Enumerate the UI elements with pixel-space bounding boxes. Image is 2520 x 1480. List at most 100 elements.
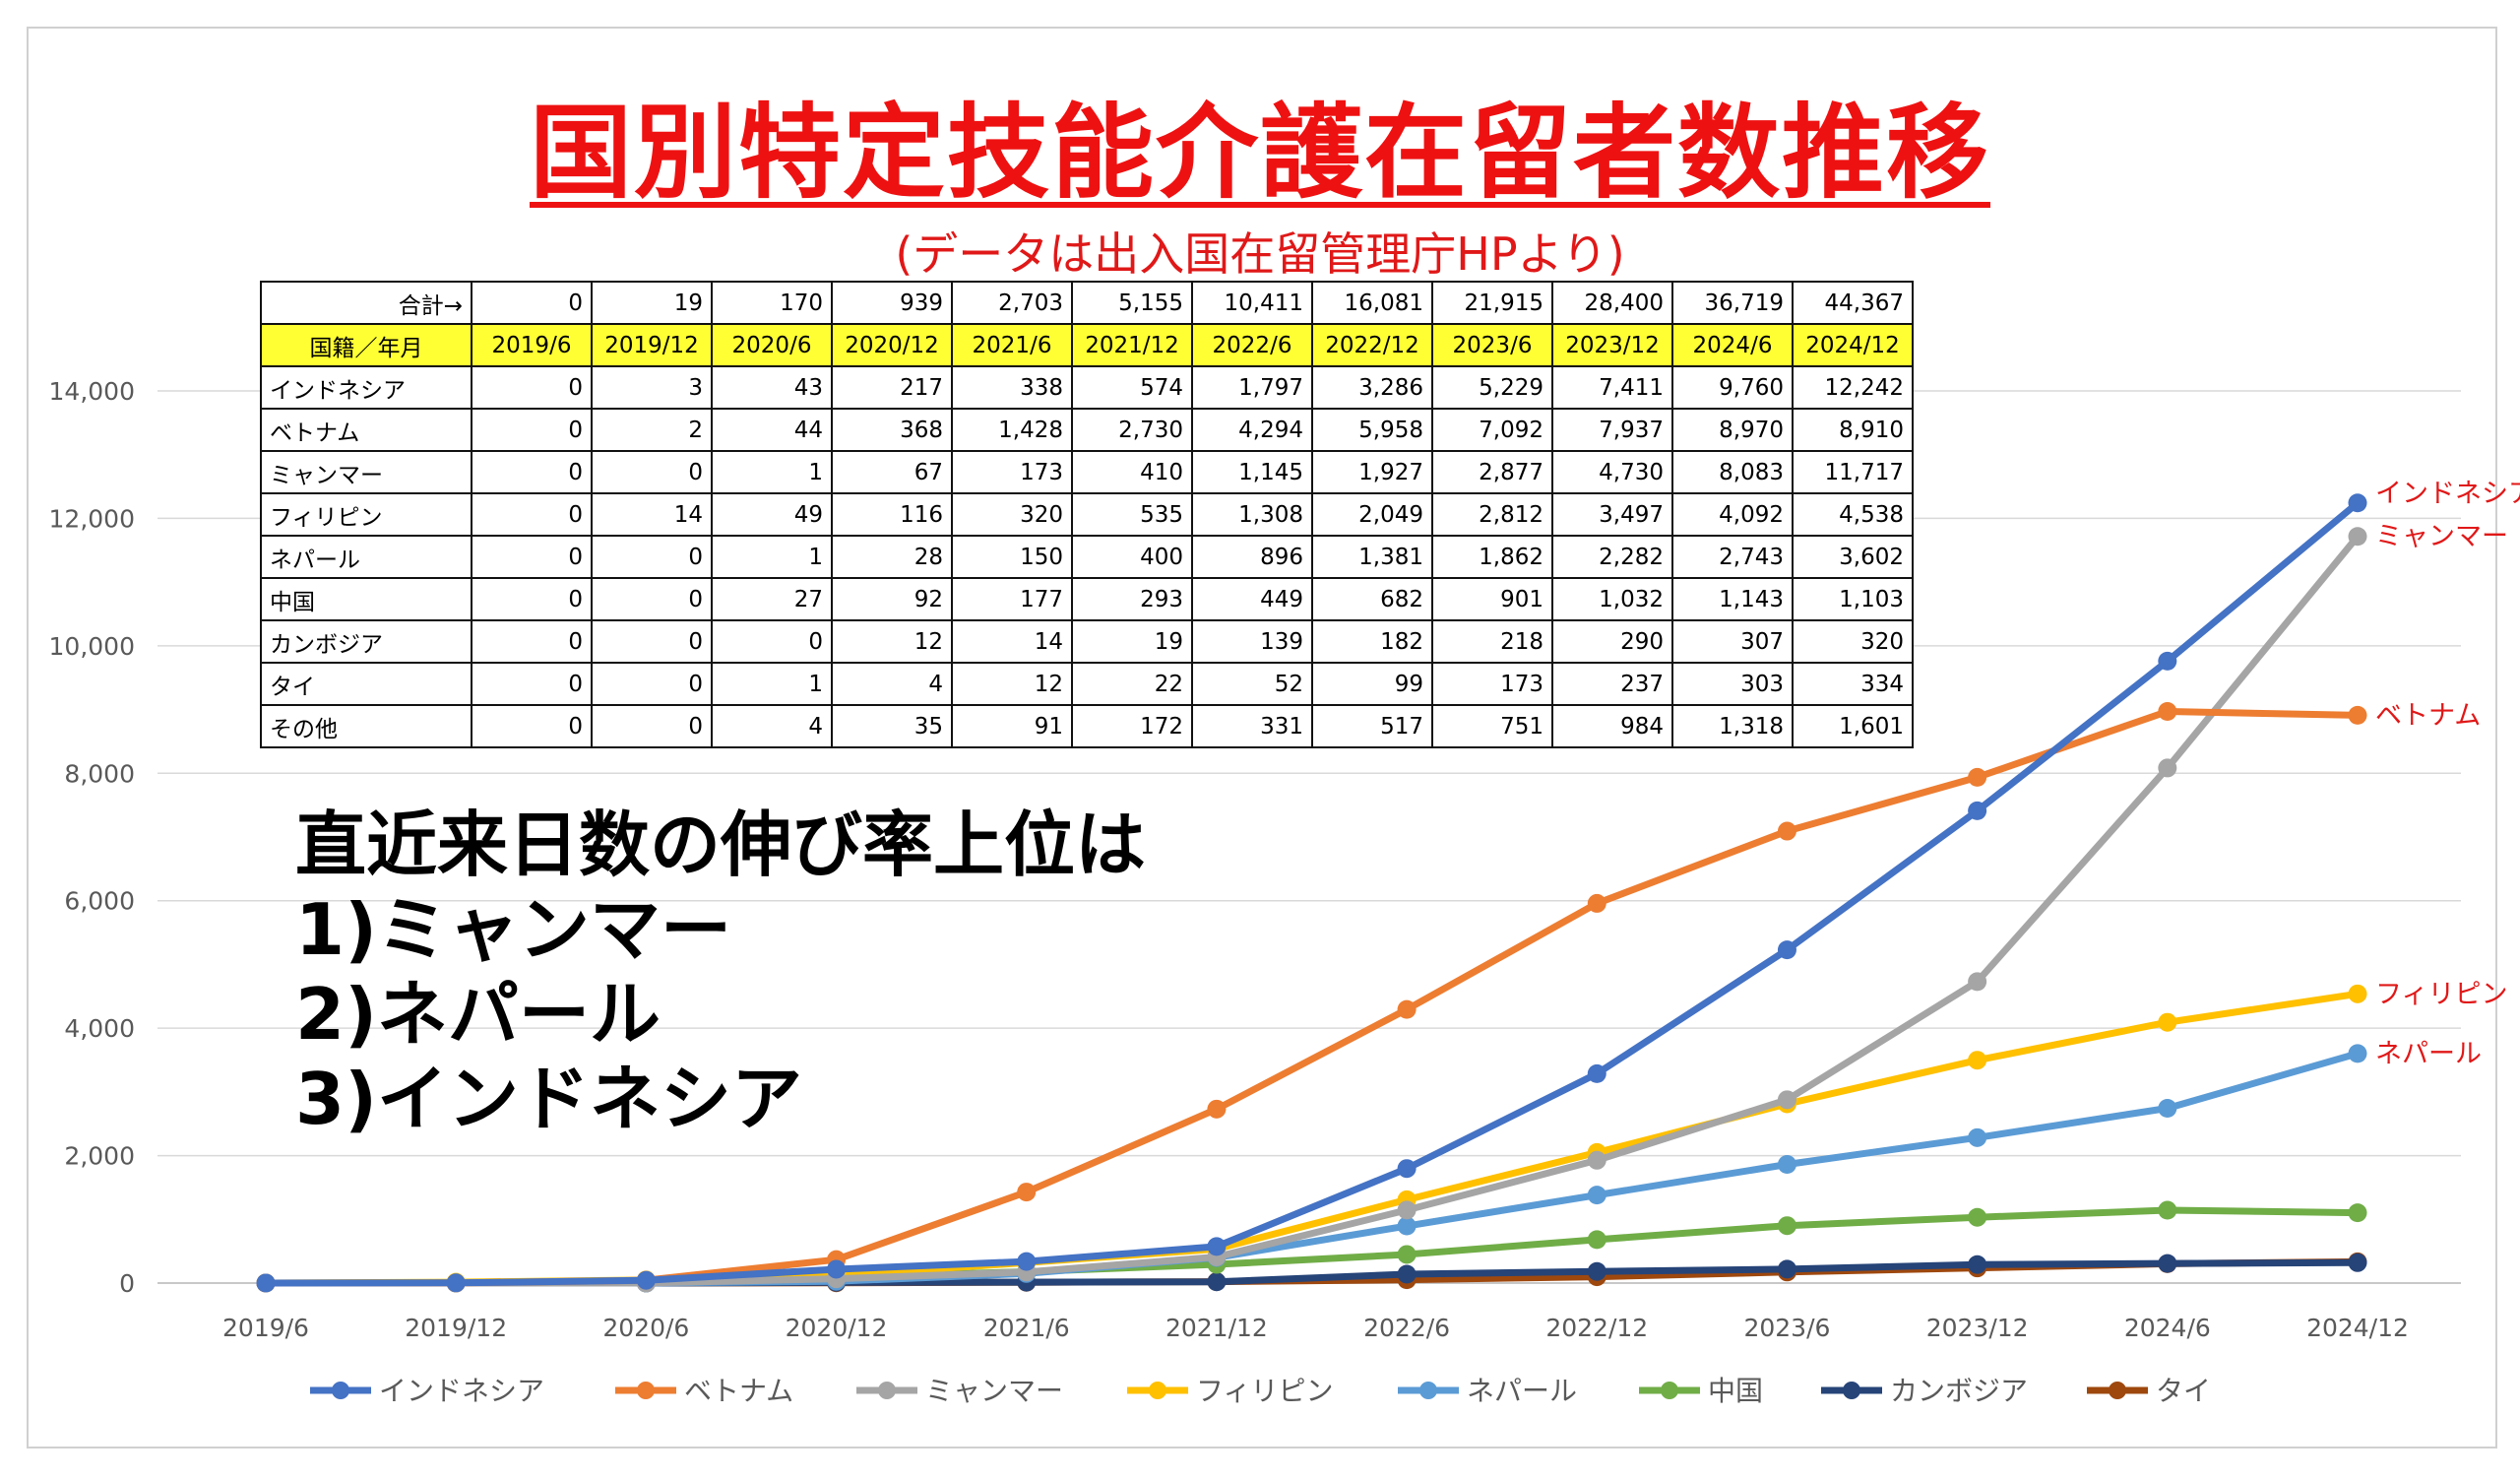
table-cell: 0 (591, 619, 713, 664)
table-cell: 3 (591, 365, 713, 410)
table-cell: 9,760 (1671, 365, 1794, 410)
x-axis-tick-labels: 2019/6 2019/12 2020/6 2020/12 2021/6 2021/12 2… (222, 1314, 2409, 1342)
table-cell: 1,103 (1792, 577, 1914, 621)
x-tick-label: 2019/6 (222, 1314, 309, 1342)
table-cell: 1,927 (1311, 450, 1433, 494)
table-total-cell: 10,411 (1191, 281, 1313, 325)
data-point (1207, 1237, 1227, 1256)
table-country-name: ミャンマー (260, 450, 472, 494)
table-total-cell: 44,367 (1792, 281, 1914, 325)
data-point (1968, 1051, 1987, 1070)
table-country-name: カンボジア (260, 619, 472, 664)
table-header-row: 国籍／年月 2019/6 2019/12 2020/6 2020/12 2021/6 202… (260, 323, 1914, 367)
data-point (2158, 1200, 2177, 1220)
chart-title: 国別特定技能介護在留者数推移 (529, 93, 1990, 213)
data-point (1587, 1063, 1606, 1083)
legend-item: カンボジア (1821, 1375, 2028, 1407)
table-cell: 91 (951, 704, 1073, 748)
series-end-label: インドネシア (2375, 479, 2520, 509)
y-tick-label: 6,000 (64, 887, 135, 916)
legend-swatch-marker (637, 1382, 655, 1399)
legend-label: 中国 (1708, 1375, 1763, 1407)
legend-swatch-marker (2109, 1382, 2126, 1399)
table-cell: 4 (831, 662, 953, 706)
data-point (1777, 940, 1796, 960)
data-point (2348, 493, 2367, 513)
table-cell: 218 (1431, 619, 1553, 664)
x-tick-label: 2022/6 (1363, 1314, 1450, 1342)
legend-label: ネパール (1467, 1375, 1577, 1407)
table-cell: 0 (471, 619, 593, 664)
data-point (2158, 758, 2177, 778)
table-total-cell: 5,155 (1071, 281, 1193, 325)
legend-swatch-marker (1843, 1382, 1860, 1399)
table-cell: 7,937 (1551, 408, 1673, 452)
data-point (1587, 1230, 1606, 1250)
table-period-header: 2020/12 (831, 323, 953, 367)
table-cell: 2,282 (1551, 535, 1673, 579)
note-line-2: 2)ネパール (295, 973, 662, 1056)
data-point (1397, 1216, 1417, 1236)
table-cell: 49 (711, 492, 833, 537)
table-cell: 901 (1431, 577, 1553, 621)
series-1 (256, 493, 2367, 1293)
table-cell: 320 (951, 492, 1073, 537)
y-tick-label: 2,000 (64, 1142, 135, 1171)
data-point (1968, 801, 1987, 820)
table-cell: 14 (591, 492, 713, 537)
table-period-header: 2019/12 (591, 323, 713, 367)
table-total-cell: 21,915 (1431, 281, 1553, 325)
x-tick-label: 2022/12 (1545, 1314, 1648, 1342)
data-point (1397, 999, 1417, 1019)
table-cell: 150 (951, 535, 1073, 579)
data-point (1587, 893, 1606, 913)
table-cell: 293 (1071, 577, 1193, 621)
table-country-name: タイ (260, 662, 472, 706)
table-country-name: 中国 (260, 577, 472, 621)
table-cell: 99 (1311, 662, 1433, 706)
data-point (446, 1273, 466, 1293)
x-tick-label: 2023/6 (1743, 1314, 1830, 1342)
table-row: ミャンマー 0 0 1 67 173 410 1,145 1,927 2,877 4,730 8,08… (260, 450, 1914, 494)
table-cell: 43 (711, 365, 833, 410)
data-table: 合計→ 0 19 170 939 2,703 5,155 10,411 16,081 21,915… (260, 281, 1914, 748)
data-point (1397, 1245, 1417, 1264)
table-period-header: 2024/12 (1792, 323, 1914, 367)
table-row: 中国 0 0 27 92 177 293 449 682 901 1,032 1,143 1,103 (260, 577, 1914, 621)
data-point (2348, 705, 2367, 725)
data-point (1968, 767, 1987, 787)
legend-label: インドネシア (379, 1375, 544, 1407)
table-total-cell: 16,081 (1311, 281, 1433, 325)
data-point (1397, 1159, 1417, 1179)
table-cell: 984 (1551, 704, 1673, 748)
table-cell: 44 (711, 408, 833, 452)
table-cell: 28 (831, 535, 953, 579)
table-cell: 12,242 (1792, 365, 1914, 410)
data-point (1587, 1186, 1606, 1205)
table-cell: 3,602 (1792, 535, 1914, 579)
table-cell: 92 (831, 577, 953, 621)
table-cell: 173 (1431, 662, 1553, 706)
table-cell: 1,428 (951, 408, 1073, 452)
note-line-3: 3)インドネシア (295, 1058, 803, 1140)
table-cell: 27 (711, 577, 833, 621)
y-tick-label: 12,000 (49, 504, 135, 533)
table-cell: 0 (471, 535, 593, 579)
table-cell: 4,092 (1671, 492, 1794, 537)
series-end-label: ミャンマー (2375, 522, 2508, 552)
data-point (1777, 1155, 1796, 1175)
series-end-label: ベトナム (2375, 700, 2481, 731)
x-tick-label: 2021/12 (1166, 1314, 1268, 1342)
data-point (1397, 1200, 1417, 1220)
table-cell: 2,877 (1431, 450, 1553, 494)
legend-swatch-marker (878, 1382, 896, 1399)
table-cell: 182 (1311, 619, 1433, 664)
data-point (1017, 1183, 1037, 1202)
x-tick-label: 2020/6 (602, 1314, 689, 1342)
table-cell: 4 (711, 704, 833, 748)
data-point (1207, 1099, 1227, 1119)
legend-swatch-marker (1661, 1382, 1678, 1399)
table-cell: 1,381 (1311, 535, 1433, 579)
